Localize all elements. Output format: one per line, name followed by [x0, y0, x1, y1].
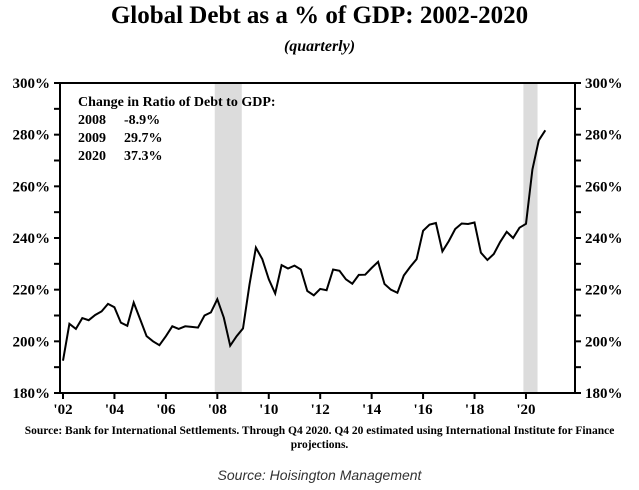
y-tick-label-right: 300%: [585, 76, 623, 92]
annotation-change: -8.9%: [124, 113, 160, 128]
y-tick-label-left: 300%: [13, 76, 51, 92]
series-lines: [62, 129, 547, 361]
y-tick-label-left: 200%: [13, 334, 51, 350]
source-note: Source: Bank for International Settlemen…: [24, 425, 615, 451]
y-tick-label-left: 180%: [13, 386, 51, 402]
shaded-region: [523, 83, 538, 393]
x-tick-label: '10: [259, 402, 278, 418]
axes: 180% 180% 200% 200% 220% 220% 240% 240% 260% 260%…: [13, 76, 623, 418]
annotation-year: 2008: [78, 113, 106, 128]
y-tick-label-right: 200%: [585, 334, 623, 350]
annotation-change: 29.7%: [124, 131, 163, 146]
y-tick-label-left: 260%: [13, 179, 51, 195]
x-tick-label: '12: [311, 402, 330, 418]
y-tick-label-right: 220%: [585, 283, 623, 299]
x-tick-label: '18: [465, 402, 484, 418]
x-tick-label: '04: [105, 402, 125, 418]
shaded-region: [214, 83, 242, 393]
x-tick-label: '14: [362, 402, 382, 418]
annotation-year: 2009: [78, 131, 106, 146]
y-tick-label-right: 180%: [585, 386, 623, 402]
x-tick-label: '02: [53, 402, 72, 418]
annotation-heading: Change in Ratio of Debt to GDP:: [78, 95, 276, 110]
x-tick-label: '06: [156, 402, 176, 418]
chart-title: Global Debt as a % of GDP: 2002-2020: [110, 2, 529, 29]
x-tick-label: '16: [413, 402, 433, 418]
y-tick-label-left: 220%: [13, 283, 51, 299]
y-tick-label-right: 260%: [585, 179, 623, 195]
annotation-change: 37.3%: [124, 149, 163, 164]
annotation-year: 2020: [78, 149, 106, 164]
y-tick-label-left: 280%: [13, 128, 51, 144]
y-tick-label-right: 240%: [585, 231, 623, 247]
chart-subtitle: (quarterly): [283, 38, 356, 55]
recession-shading: [214, 83, 538, 393]
x-tick-label: '08: [208, 402, 227, 418]
y-tick-label-right: 280%: [585, 128, 623, 144]
credit-line: Source: Hoisington Management: [217, 467, 422, 483]
x-tick-label: '20: [516, 402, 535, 418]
y-tick-label-left: 240%: [13, 231, 51, 247]
annotation-box: Change in Ratio of Debt to GDP: 2008 -8.…: [78, 95, 276, 164]
series-line: [62, 129, 547, 361]
